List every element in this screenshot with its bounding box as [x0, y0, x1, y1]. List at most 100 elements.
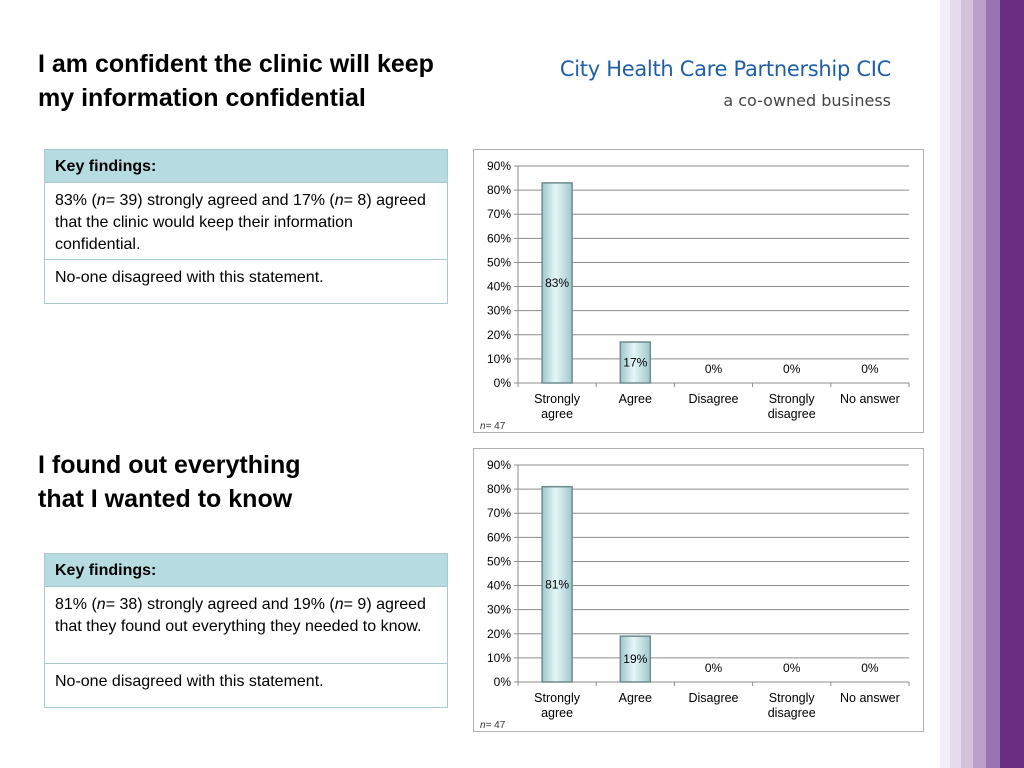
x-tick-label-line: Strongly: [769, 691, 816, 705]
key-findings-row: No-one disagreed with this statement.: [45, 259, 447, 303]
bar: [619, 341, 652, 384]
y-tick-label: 10%: [487, 352, 511, 366]
data-label: 81%: [545, 577, 569, 591]
decorative-stripe: [961, 0, 973, 768]
y-tick-label: 0%: [494, 376, 512, 390]
y-tick-label: 50%: [487, 255, 511, 269]
section-1-heading-line-2: my information confidential: [38, 84, 366, 112]
x-tick-label: Disagree: [688, 392, 738, 406]
key-findings-table-1: Key findings: 83% (n= 39) strongly agree…: [44, 149, 448, 304]
section-1-heading: I am confident the clinic will keep my i…: [38, 47, 434, 115]
x-tick-label-line: Disagree: [688, 392, 738, 406]
data-label: 0%: [861, 661, 879, 675]
italic-n: n: [334, 596, 344, 613]
y-tick-label: 20%: [487, 627, 511, 641]
x-tick-label: Strongly agree: [534, 392, 581, 421]
decorative-stripe: [1000, 0, 1024, 768]
x-tick-label-line: No answer: [840, 392, 900, 406]
bar-chart-canvas: 0% 10% 20% 30% 40% 50% 60% 70% 80% 90% 83% Strongly…: [480, 159, 910, 432]
y-tick-label: 30%: [487, 304, 511, 318]
x-tick-label-line: disagree: [768, 407, 816, 421]
decorative-stripe: [940, 0, 950, 768]
brand-name: City Health Care Partnership CIC: [559, 57, 891, 81]
x-tick-label: No answer: [840, 392, 900, 406]
sample-size-italic: n: [480, 421, 486, 432]
y-tick-label: 60%: [487, 231, 511, 245]
key-findings-row: 83% (n= 39) strongly agreed and 17% (n= …: [45, 183, 447, 259]
section-2-heading: I found out everything that I wanted to …: [38, 448, 301, 516]
x-tick-label-line: Disagree: [688, 691, 738, 705]
x-tick-label-line: Agree: [619, 392, 652, 406]
findings-text: No-one disagreed with this statement.: [55, 673, 324, 690]
x-tick-label-line: agree: [541, 706, 573, 720]
section-1-heading-line-1: I am confident the clinic will keep: [38, 50, 434, 78]
italic-n: n: [96, 192, 106, 209]
bar: [541, 485, 573, 683]
key-findings-title: Key findings:: [45, 150, 447, 183]
y-tick-label: 0%: [494, 675, 512, 689]
x-tick-label-line: disagree: [768, 706, 816, 720]
data-label: 19%: [623, 652, 647, 666]
bar-chart-canvas: 0% 10% 20% 30% 40% 50% 60% 70% 80% 90% 81% Strongly…: [480, 458, 910, 731]
x-tick-label: No answer: [840, 691, 900, 705]
x-tick-label-line: Strongly: [534, 691, 581, 705]
bar: [619, 635, 652, 683]
x-tick-label-line: Strongly: [534, 392, 581, 406]
findings-text: No-one disagreed with this statement.: [55, 269, 324, 286]
y-tick-label: 20%: [487, 328, 511, 342]
key-findings-table-2: Key findings: 81% (n= 38) strongly agree…: [44, 553, 448, 708]
y-tick-label: 70%: [487, 207, 511, 221]
bar: [541, 182, 573, 384]
y-tick-label: 80%: [487, 482, 511, 496]
y-tick-label: 80%: [487, 183, 511, 197]
data-label: 0%: [705, 362, 723, 376]
italic-n: n: [96, 596, 106, 613]
data-label: 17%: [623, 356, 647, 370]
findings-text: = 38) strongly agreed and 19% (: [105, 596, 335, 613]
sample-size-value: = 47: [486, 421, 506, 432]
y-tick-label: 90%: [487, 458, 511, 472]
x-tick-label: Disagree: [688, 691, 738, 705]
sample-size-value: = 47: [486, 720, 506, 731]
x-tick-label-line: agree: [541, 407, 573, 421]
data-label: 0%: [705, 661, 723, 675]
key-findings-title: Key findings:: [45, 554, 447, 587]
x-tick-label: Agree: [619, 392, 652, 406]
key-findings-row: 81% (n= 38) strongly agreed and 19% (n= …: [45, 587, 447, 663]
data-label: 0%: [783, 661, 801, 675]
x-tick-label: Strongly agree: [534, 691, 581, 720]
findings-text: 83% (: [55, 192, 97, 209]
findings-text: 81% (: [55, 596, 97, 613]
decorative-stripe: [973, 0, 986, 768]
sample-size-note: n= 47: [480, 421, 506, 432]
y-tick-label: 70%: [487, 506, 511, 520]
decorative-stripes: [940, 0, 1024, 768]
sample-size-note: n= 47: [480, 720, 506, 731]
brand-tagline: a co-owned business: [723, 91, 891, 110]
data-label: 0%: [783, 362, 801, 376]
y-tick-label: 40%: [487, 579, 511, 593]
bar-chart-confidential: 0% 10% 20% 30% 40% 50% 60% 70% 80% 90% 83% Strongly…: [473, 149, 924, 433]
y-tick-label: 10%: [487, 651, 511, 665]
section-2-heading-line-1: I found out everything: [38, 451, 301, 479]
decorative-stripe: [986, 0, 1000, 768]
x-tick-label-line: Strongly: [769, 392, 816, 406]
sample-size-italic: n: [480, 720, 486, 731]
findings-text: = 39) strongly agreed and 17% (: [105, 192, 335, 209]
y-tick-label: 90%: [487, 159, 511, 173]
y-tick-label: 50%: [487, 554, 511, 568]
x-tick-label: Agree: [619, 691, 652, 705]
key-findings-row: No-one disagreed with this statement.: [45, 663, 447, 707]
findings-text: = 8) agreed that the clinic would keep t…: [55, 192, 426, 253]
x-tick-label: Strongly disagree: [768, 392, 816, 421]
x-tick-label-line: No answer: [840, 691, 900, 705]
x-tick-label-line: Agree: [619, 691, 652, 705]
findings-text: = 9) agreed that they found out everythi…: [55, 596, 426, 635]
data-label: 83%: [545, 276, 569, 290]
data-label: 0%: [861, 362, 879, 376]
y-tick-label: 30%: [487, 603, 511, 617]
italic-n: n: [334, 192, 344, 209]
x-tick-label: Strongly disagree: [768, 691, 816, 720]
y-tick-label: 40%: [487, 280, 511, 294]
y-tick-label: 60%: [487, 530, 511, 544]
